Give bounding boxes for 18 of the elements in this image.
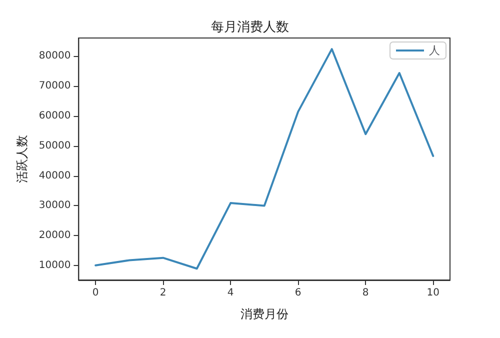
x-tick-label: 10 xyxy=(426,288,440,298)
x-tick-label: 0 xyxy=(92,288,99,298)
y-tick-label: 60000 xyxy=(38,110,71,122)
y-tick-label: 80000 xyxy=(38,50,71,62)
y-tick-label: 20000 xyxy=(38,230,71,242)
chart-title: 每月消费人数 xyxy=(211,20,289,35)
x-tick-label: 8 xyxy=(362,288,369,298)
x-axis-title: 消费月份 xyxy=(240,307,288,321)
legend-label: 人 xyxy=(429,44,440,57)
x-tick-label: 2 xyxy=(160,288,166,298)
y-tick-label: 70000 xyxy=(38,80,71,92)
x-tick-label: 4 xyxy=(227,288,234,298)
y-tick-label: 40000 xyxy=(38,170,71,182)
y-tick-label: 50000 xyxy=(38,140,71,152)
x-tick-label: 6 xyxy=(294,288,302,298)
y-axis-title: 活跃人数 xyxy=(15,135,29,183)
y-tick-label: 10000 xyxy=(38,260,71,272)
y-tick-label: 30000 xyxy=(38,200,71,212)
